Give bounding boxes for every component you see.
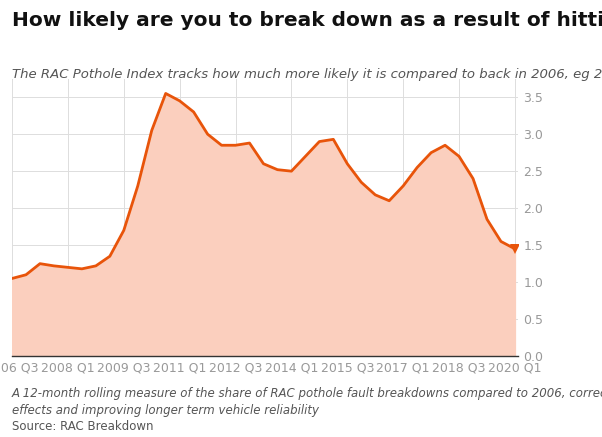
Text: The RAC Pothole Index tracks how much more likely it is compared to back in 2006: The RAC Pothole Index tracks how much mo… bbox=[12, 68, 602, 81]
Text: A 12-month rolling measure of the share of RAC pothole fault breakdowns compared: A 12-month rolling measure of the share … bbox=[12, 387, 602, 400]
Text: effects and improving longer term vehicle reliability: effects and improving longer term vehicl… bbox=[12, 404, 319, 417]
Text: Source: RAC Breakdown: Source: RAC Breakdown bbox=[12, 420, 154, 434]
Text: How likely are you to break down as a result of hitting a pothole?: How likely are you to break down as a re… bbox=[12, 11, 602, 30]
